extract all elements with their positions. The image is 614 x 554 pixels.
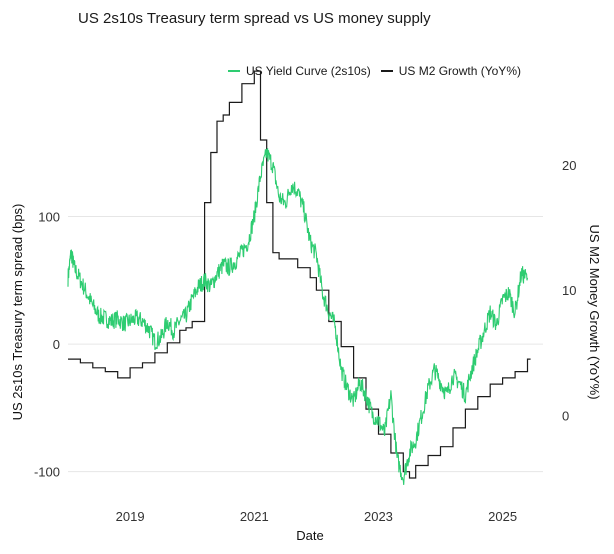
y-right-tick-label: 10	[562, 283, 576, 298]
legend-swatch-m2-growth	[380, 70, 393, 72]
legend-swatch-yield-curve	[228, 70, 240, 72]
series-line-m2-growth	[68, 70, 531, 479]
y-left-tick-label: 100	[38, 210, 60, 225]
y-axis-left-title: US 2s10s Treasury term spread (bps)	[10, 204, 25, 421]
legend-item-m2-growth[interactable]: US M2 Growth (YoY%)	[380, 64, 521, 78]
gridlines	[68, 216, 543, 473]
chart-title: US 2s10s Treasury term spread vs US mone…	[78, 10, 431, 27]
x-tick-label: 2023	[364, 509, 393, 524]
series-lines	[67, 70, 531, 485]
x-tick-label: 2021	[240, 509, 269, 524]
legend-item-yield-curve[interactable]: US Yield Curve (2s10s)	[228, 64, 371, 78]
tick-labels: -100 0 100 0 10 20 2019 2021 2023 2025	[34, 158, 577, 524]
y-left-tick-label: 0	[53, 337, 60, 352]
x-tick-label: 2019	[116, 509, 145, 524]
x-tick-label: 2025	[488, 509, 517, 524]
y-left-tick-label: -100	[34, 465, 60, 480]
legend-label-m2-growth: US M2 Growth (YoY%)	[398, 64, 521, 78]
legend-label-yield-curve: US Yield Curve (2s10s)	[246, 64, 371, 78]
y-axis-right-title: US M2 Money Growth (YoY%)	[587, 224, 602, 399]
x-axis-title: Date	[296, 528, 323, 543]
y-right-tick-label: 0	[562, 408, 569, 423]
legend: US Yield Curve (2s10s) US M2 Growth (YoY…	[228, 64, 531, 78]
y-right-tick-label: 20	[562, 158, 576, 173]
series-line-yield-curve	[67, 148, 529, 485]
